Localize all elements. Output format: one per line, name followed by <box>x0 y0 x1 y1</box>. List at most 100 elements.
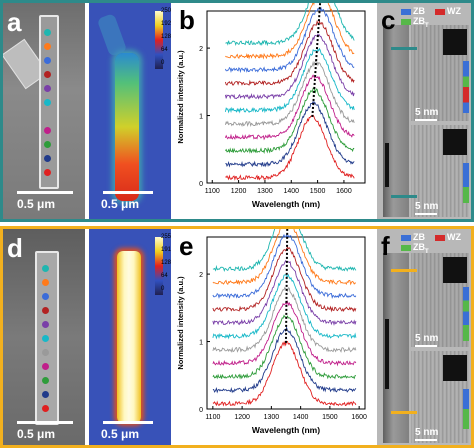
marker-dot <box>42 265 49 272</box>
spectrum-series <box>212 314 356 380</box>
panel-d-sem: d 0.5 μm <box>3 229 85 445</box>
peak-trend-line <box>311 3 322 117</box>
marker-dot <box>44 71 51 78</box>
panel-c-tem: c ZB WZ ZBT 5 nm 5 nm <box>377 3 471 219</box>
arrow-marker <box>391 269 417 272</box>
marker-dot <box>42 377 49 384</box>
marker-dot <box>44 113 51 120</box>
marker-dots <box>44 29 52 179</box>
panel-a-sem: a 0.5 μm <box>3 3 85 219</box>
legend-zb-label: ZB <box>413 232 425 242</box>
marker-dot <box>44 169 51 176</box>
spectrum-series <box>224 74 355 141</box>
scale-bar <box>17 421 73 424</box>
fft-inset <box>443 355 467 381</box>
spectrum-series <box>212 340 357 407</box>
y-tick-label: 1 <box>199 340 203 347</box>
legend-wz-label: WZ <box>447 232 461 242</box>
spectrum-series <box>212 325 357 394</box>
spectrum-series <box>212 233 357 300</box>
colorbar <box>155 11 163 69</box>
panel-letter-e: e <box>179 231 194 261</box>
marker-dot <box>44 43 51 50</box>
legend-zb-swatch <box>401 235 411 241</box>
marker-dot <box>42 349 49 356</box>
scale-label: 5 nm <box>415 201 439 212</box>
x-tick-label: 1100 <box>205 414 220 421</box>
spectrum-series <box>225 3 355 60</box>
panel-b-chart: 1100 1200 1300 1400 1500 1600 0 1 2 Wavelength (n… <box>173 3 373 219</box>
arrow-marker <box>391 195 417 198</box>
legend-zbt-swatch <box>401 19 411 25</box>
scale-bar <box>415 345 437 347</box>
marker-dot <box>42 321 49 328</box>
tem-dark-band <box>385 143 389 187</box>
panel-a-pl-map: 250 192 128 64 0 0.5 μm <box>89 3 171 219</box>
legend-wz-label: WZ <box>447 6 461 16</box>
scale-label: 0.5 μm <box>101 427 140 441</box>
marker-dot <box>42 279 49 286</box>
x-tick-label: 1600 <box>336 188 352 195</box>
fft-inset <box>443 129 467 155</box>
y-tick-label: 0 <box>199 181 203 188</box>
marker-dot <box>42 405 49 412</box>
panel-f-tem: f ZB WZ ZBT 5 nm 5 nm <box>377 229 471 445</box>
fft-inset <box>443 29 467 55</box>
marker-dot <box>42 335 49 342</box>
legend-zbt-main: ZB <box>413 242 425 252</box>
legend-zbt-swatch <box>401 245 411 251</box>
x-axis-label: Wavelength (nm) <box>252 199 320 209</box>
y-axis-label: Normalized intensity (a.u.) <box>176 50 185 144</box>
marker-dot <box>42 391 49 398</box>
pl-map-glow <box>117 251 141 423</box>
x-tick-label: 1100 <box>205 188 220 195</box>
scale-bar <box>17 191 73 194</box>
spectrum-series <box>212 273 357 340</box>
spectrum-series <box>212 259 357 326</box>
scale-label: 5 nm <box>415 427 439 438</box>
colorbar-tick: 0 <box>161 286 165 292</box>
scale-bar <box>415 119 437 121</box>
spectra-chart-e: 1100 1200 1300 1400 1500 1600 0 1 2 Wavelength (n… <box>176 229 367 435</box>
scale-label: 0.5 μm <box>17 197 56 211</box>
marker-dot <box>44 57 51 64</box>
marker-dots <box>42 265 50 415</box>
x-tick-label: 1500 <box>310 188 326 195</box>
marker-dot <box>44 85 51 92</box>
phase-stripe <box>463 389 469 429</box>
x-tick-label: 1300 <box>264 414 280 421</box>
colorbar <box>155 237 163 295</box>
top-row-frame: a 0.5 μm 250 192 128 64 0 0.5 μm 1100 120… <box>0 0 474 222</box>
x-tick-label: 1200 <box>231 188 247 195</box>
legend-zbt-label: ZBT <box>413 16 429 29</box>
scale-label: 0.5 μm <box>17 427 56 441</box>
y-tick-label: 2 <box>199 46 203 53</box>
colorbar-tick: 0 <box>161 60 165 66</box>
phase-stripe <box>463 163 469 203</box>
spectrum-series <box>225 3 355 47</box>
tem-overview <box>383 25 409 217</box>
panel-letter-f: f <box>381 231 390 261</box>
colorbar-tick: 64 <box>161 47 168 53</box>
x-tick-label: 1400 <box>293 414 309 421</box>
phase-stripe <box>463 287 469 341</box>
spectrum-series <box>212 300 357 367</box>
panel-letter-b: b <box>179 5 195 35</box>
peak-trend-line <box>285 229 289 343</box>
colorbar-tick: 192 <box>161 21 171 27</box>
marker-dot <box>44 127 51 134</box>
legend-wz-swatch <box>435 9 445 15</box>
scale-bar <box>415 439 437 441</box>
colorbar-tick: 191 <box>161 247 171 253</box>
scale-bar <box>103 191 153 194</box>
spectrum-series <box>224 33 355 100</box>
legend-zbt-sub: T <box>425 248 429 255</box>
panel-letter-c: c <box>381 5 396 35</box>
arrow-marker <box>391 411 417 414</box>
spectrum-series <box>225 114 355 181</box>
spectrum-series <box>224 19 355 86</box>
colorbar-tick: 64 <box>161 273 168 279</box>
arrow-marker <box>391 47 417 50</box>
pl-map-glow <box>115 53 139 201</box>
